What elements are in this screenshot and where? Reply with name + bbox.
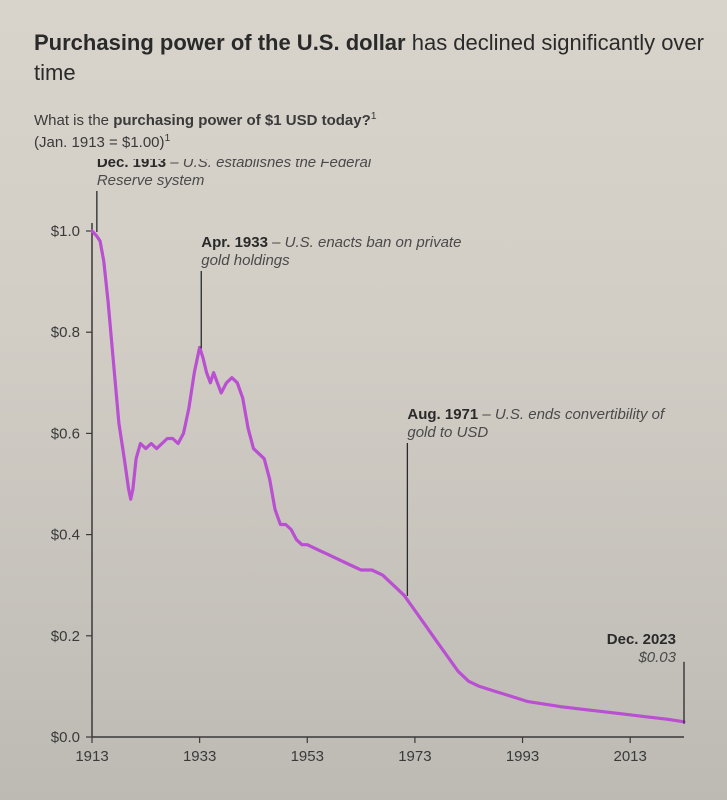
svg-text:gold to USD: gold to USD (407, 424, 488, 441)
svg-text:$0.6: $0.6 (51, 426, 80, 443)
chart-area: $0.0 $0.2 $0.4 $0.6 $0.8 $1.0 1913 1933 1953 1973… (34, 159, 704, 769)
svg-text:1913: 1913 (75, 748, 108, 765)
title-bold: Purchasing power of the U.S. dollar (34, 30, 406, 55)
svg-text:1993: 1993 (506, 748, 539, 765)
svg-text:Dec. 1913 – U.S. establishes t: Dec. 1913 – U.S. establishes the Federal (97, 159, 372, 171)
svg-text:Apr. 1933 – U.S. enacts ban on: Apr. 1933 – U.S. enacts ban on private (201, 234, 461, 251)
svg-text:$0.4: $0.4 (51, 527, 80, 544)
sub-line2: (Jan. 1913 = $1.00) (34, 134, 165, 151)
svg-text:Dec. 2023: Dec. 2023 (607, 631, 676, 648)
svg-text:1933: 1933 (183, 748, 216, 765)
svg-text:1973: 1973 (398, 748, 431, 765)
sub-bold: purchasing power of $1 USD today? (113, 112, 371, 129)
svg-text:gold holdings: gold holdings (201, 252, 290, 269)
chart-title: Purchasing power of the U.S. dollar has … (34, 28, 705, 87)
chart-card: Purchasing power of the U.S. dollar has … (0, 0, 727, 800)
line-chart-svg: $0.0 $0.2 $0.4 $0.6 $0.8 $1.0 1913 1933 1953 1973… (34, 159, 704, 779)
chart-subtitle-line2: (Jan. 1913 = $1.00)1 (34, 131, 705, 153)
sub-prefix: What is the (34, 112, 113, 129)
svg-text:2013: 2013 (613, 748, 646, 765)
svg-text:$0.0: $0.0 (51, 729, 80, 746)
svg-text:$0.03: $0.03 (637, 649, 676, 666)
svg-text:$0.2: $0.2 (51, 628, 80, 645)
svg-text:Reserve system: Reserve system (97, 172, 205, 189)
sub-line2-sup: 1 (165, 132, 171, 144)
chart-subtitle-line1: What is the purchasing power of $1 USD t… (34, 109, 705, 131)
svg-text:$1.0: $1.0 (51, 223, 80, 240)
svg-text:$0.8: $0.8 (51, 325, 80, 342)
sub-sup: 1 (371, 110, 377, 122)
svg-text:1953: 1953 (291, 748, 324, 765)
svg-text:Aug. 1971 – U.S. ends converti: Aug. 1971 – U.S. ends convertibility of (407, 406, 666, 423)
